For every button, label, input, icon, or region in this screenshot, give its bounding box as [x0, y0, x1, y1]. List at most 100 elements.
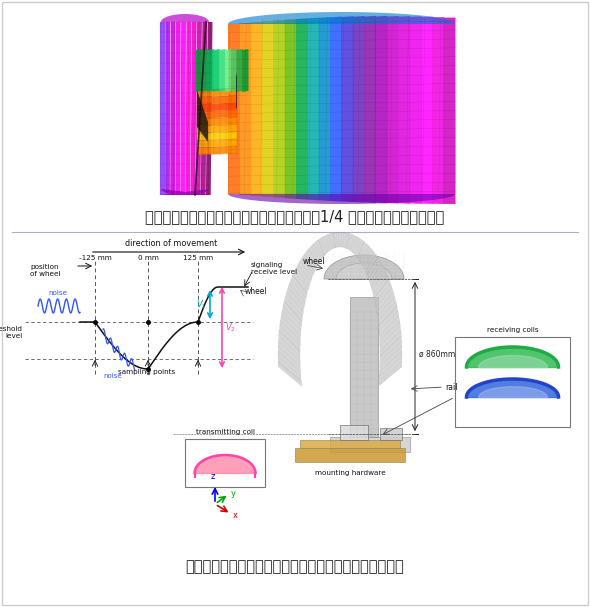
Text: signaling
receive level: signaling receive level — [251, 262, 297, 275]
Polygon shape — [206, 22, 212, 195]
Text: -125 mm: -125 mm — [78, 255, 112, 261]
Polygon shape — [343, 232, 346, 248]
Polygon shape — [372, 271, 387, 294]
Polygon shape — [197, 138, 237, 148]
Polygon shape — [296, 264, 310, 286]
Polygon shape — [219, 49, 225, 92]
Polygon shape — [376, 288, 394, 311]
Polygon shape — [319, 17, 330, 201]
Polygon shape — [278, 346, 300, 371]
Text: sampling points: sampling points — [118, 369, 175, 375]
Polygon shape — [286, 292, 303, 316]
Polygon shape — [278, 356, 301, 381]
Text: rail: rail — [445, 382, 457, 392]
Polygon shape — [201, 22, 207, 195]
Bar — [340, 425, 368, 440]
Polygon shape — [376, 292, 395, 316]
Polygon shape — [285, 19, 297, 198]
Polygon shape — [283, 301, 302, 326]
Text: y: y — [231, 489, 236, 498]
Polygon shape — [380, 336, 402, 361]
Polygon shape — [362, 249, 373, 268]
Polygon shape — [170, 22, 175, 195]
Polygon shape — [379, 316, 399, 341]
Polygon shape — [161, 14, 212, 22]
Text: x: x — [233, 512, 238, 520]
Text: z: z — [211, 472, 215, 481]
Polygon shape — [298, 260, 312, 282]
Polygon shape — [379, 306, 398, 331]
Polygon shape — [228, 194, 455, 204]
Polygon shape — [331, 232, 335, 248]
Polygon shape — [282, 306, 301, 331]
Polygon shape — [288, 283, 305, 307]
Polygon shape — [364, 251, 376, 271]
Polygon shape — [349, 234, 354, 251]
Polygon shape — [181, 22, 186, 195]
Polygon shape — [375, 283, 392, 307]
Polygon shape — [365, 254, 378, 275]
Polygon shape — [313, 242, 323, 260]
Polygon shape — [185, 22, 191, 195]
Polygon shape — [197, 131, 237, 141]
Text: wheel: wheel — [303, 257, 326, 266]
Polygon shape — [367, 257, 380, 278]
Polygon shape — [175, 22, 181, 195]
Polygon shape — [302, 254, 314, 275]
Polygon shape — [398, 16, 410, 204]
Polygon shape — [368, 260, 382, 282]
Polygon shape — [379, 311, 399, 336]
Polygon shape — [197, 90, 208, 142]
Polygon shape — [311, 244, 321, 263]
Text: position
of wheel: position of wheel — [30, 264, 61, 277]
Polygon shape — [214, 49, 219, 92]
Text: $V_1$: $V_1$ — [196, 298, 207, 311]
Text: 125 mm: 125 mm — [183, 255, 213, 261]
Polygon shape — [237, 49, 242, 92]
Polygon shape — [278, 336, 300, 361]
Bar — [350, 297, 378, 437]
Polygon shape — [356, 240, 364, 258]
FancyBboxPatch shape — [300, 440, 400, 448]
Polygon shape — [293, 271, 308, 294]
Polygon shape — [191, 22, 196, 195]
Polygon shape — [300, 257, 313, 278]
Polygon shape — [304, 251, 316, 271]
Polygon shape — [409, 16, 421, 204]
Polygon shape — [354, 238, 362, 256]
Bar — [185, 439, 265, 487]
Polygon shape — [350, 236, 357, 252]
Polygon shape — [281, 311, 301, 336]
Polygon shape — [284, 297, 303, 321]
Polygon shape — [316, 240, 325, 258]
Polygon shape — [165, 22, 170, 195]
Text: $V_2$: $V_2$ — [225, 322, 236, 334]
Polygon shape — [280, 316, 300, 341]
Text: コンピュータを用いて再現した同期モータ（1/4 モデル）内部の電磁現象: コンピュータを用いて再現した同期モータ（1/4 モデル）内部の電磁現象 — [145, 209, 445, 225]
Polygon shape — [197, 146, 237, 155]
Polygon shape — [262, 21, 274, 197]
Polygon shape — [225, 49, 231, 92]
Polygon shape — [380, 325, 401, 351]
Polygon shape — [251, 22, 263, 196]
Polygon shape — [336, 263, 392, 279]
Polygon shape — [291, 275, 307, 298]
Polygon shape — [197, 88, 237, 97]
Polygon shape — [336, 232, 339, 247]
Text: noise: noise — [104, 373, 122, 379]
Polygon shape — [197, 110, 237, 119]
Polygon shape — [202, 49, 208, 92]
Polygon shape — [296, 18, 308, 200]
Polygon shape — [333, 232, 337, 248]
Polygon shape — [379, 356, 402, 381]
Polygon shape — [228, 12, 455, 24]
Polygon shape — [373, 275, 389, 298]
Polygon shape — [379, 351, 402, 376]
Text: mounting hardware: mounting hardware — [314, 470, 385, 476]
Text: receiving coils: receiving coils — [487, 327, 538, 333]
Polygon shape — [318, 238, 326, 256]
Polygon shape — [379, 346, 402, 371]
Polygon shape — [307, 18, 319, 200]
Polygon shape — [380, 331, 401, 356]
Polygon shape — [380, 341, 402, 367]
